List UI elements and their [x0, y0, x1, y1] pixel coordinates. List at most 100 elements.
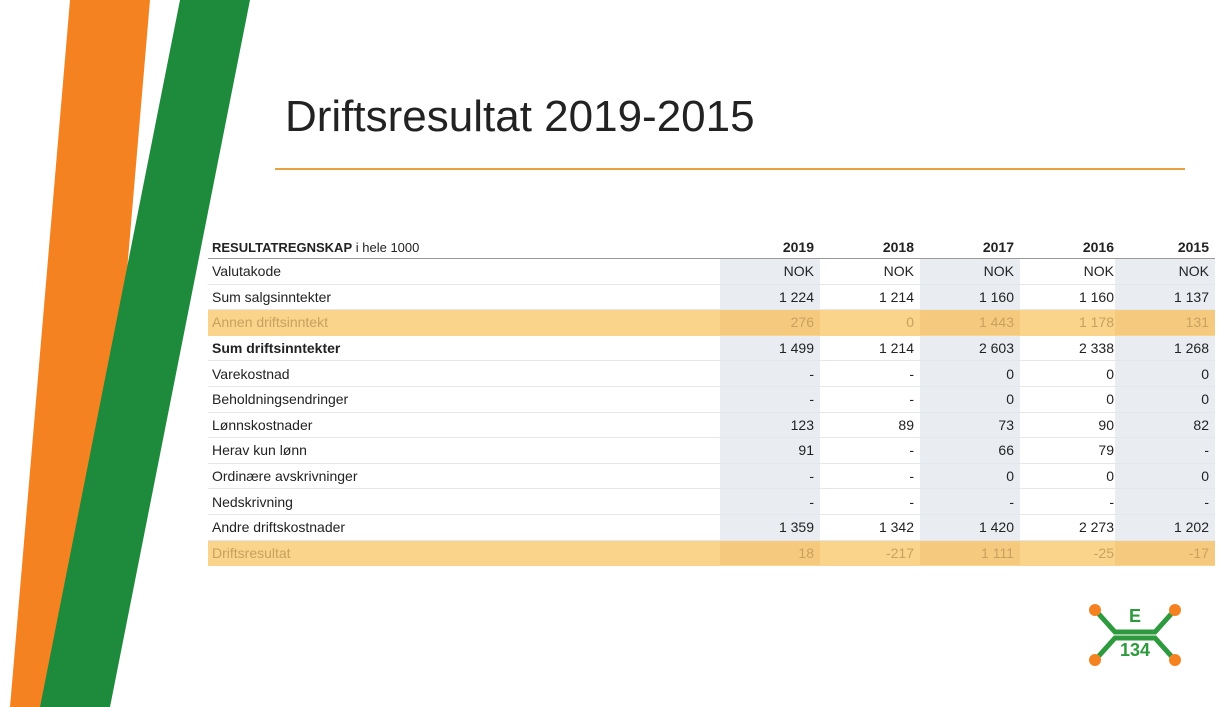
cell-value: NOK — [1083, 263, 1114, 280]
year-header: 2018 — [882, 239, 914, 255]
cell-value: 1 178 — [1078, 314, 1114, 331]
title: Driftsresultat 2019-2015 — [285, 92, 755, 141]
cell-value: 0 — [920, 386, 1020, 412]
cell-value: 0 — [1106, 468, 1114, 485]
table-row: Beholdningsendringer - -0 0 0 — [208, 386, 1215, 413]
cell-value: 0 — [1115, 361, 1215, 386]
cell-value: 2 338 — [1078, 340, 1114, 357]
cell-value: 82 — [1115, 412, 1215, 438]
cell-value: 1 160 — [1078, 288, 1114, 305]
cell-value: - — [1109, 493, 1114, 510]
cell-value: 0 — [920, 463, 1020, 489]
row-label: Nedskrivning — [212, 493, 293, 510]
row-label: Beholdningsendringer — [212, 391, 349, 408]
cell-value: 0 — [1106, 365, 1114, 382]
logo: E 134 — [1089, 604, 1181, 666]
cell-value: 0 — [1115, 463, 1215, 489]
cell-value: - — [720, 361, 820, 386]
row-label: Sum driftsinntekter — [212, 340, 341, 357]
table: RESULTATREGNSKAP i hele 1000 2019 2018 2017… — [208, 236, 1215, 567]
cell-value: 1 499 — [720, 335, 820, 361]
table-row: Driftsresultat 18 -217 1 111 -25 -17 — [208, 540, 1215, 567]
cell-value: - — [909, 391, 914, 408]
cell-value: - — [909, 493, 914, 510]
table-row: Annen driftsinntekt 276 0 1 443 1 178 131 — [208, 310, 1215, 336]
table-row: Andre driftskostnader 1 359 1 342 1 420 2 27… — [208, 514, 1215, 541]
stripes — [10, 0, 250, 707]
logo-number: 134 — [1120, 640, 1150, 660]
year-header: 2017 — [982, 239, 1014, 255]
cell-value: 2 273 — [1078, 519, 1114, 536]
table-row: Herav kun lønn 91-66 79- — [208, 438, 1215, 464]
cell-value: 0 — [920, 361, 1020, 386]
cell-value: 1 214 — [878, 340, 914, 357]
cell-value: - — [909, 365, 914, 382]
cell-value: 0 — [1106, 391, 1114, 408]
table-row: Sum salgsinntekter 1 224 1 214 1 160 1 160 1 … — [208, 284, 1215, 311]
cell-value: -217 — [885, 544, 914, 561]
cell-value: 66 — [920, 438, 1020, 463]
table-row: Ordinære avskrivninger - -0 0 0 — [208, 463, 1215, 490]
cell-value: 1 202 — [1115, 514, 1215, 540]
table-row: Varekostnad - -0 0 0 — [208, 361, 1215, 387]
row-label: Herav kun lønn — [212, 442, 307, 459]
cell-value: 1 224 — [720, 284, 820, 310]
cell-value: 1 443 — [920, 310, 1020, 335]
cell-value: 1 359 — [720, 514, 820, 540]
cell-value: - — [1115, 438, 1215, 463]
cell-value: - — [1115, 489, 1215, 514]
header-label: RESULTATREGNSKAP i hele 1000 — [212, 236, 419, 258]
row-label: Andre driftskostnader — [212, 519, 346, 536]
cell-value: -17 — [1115, 540, 1215, 566]
year-header: 2016 — [1082, 239, 1114, 255]
cell-value: 1 268 — [1115, 335, 1215, 361]
cell-value: 2 603 — [920, 335, 1020, 361]
cell-value: NOK — [720, 259, 820, 284]
cell-value: - — [720, 489, 820, 514]
cell-value: - — [909, 442, 914, 459]
row-label: Valutakode — [212, 263, 282, 280]
header-unit: i hele 1000 — [355, 239, 420, 255]
table-row: Lønnskostnader 123 89 73 90 82 — [208, 412, 1215, 439]
cell-value: 123 — [720, 412, 820, 438]
cell-value: 0 — [906, 314, 914, 331]
cell-value: - — [909, 468, 914, 485]
logo-letter: E — [1129, 606, 1141, 626]
cell-value: -25 — [1093, 544, 1114, 561]
cell-value: 131 — [1115, 310, 1215, 335]
header-title: RESULTATREGNSKAP — [212, 239, 353, 255]
year-header: 2015 — [1177, 239, 1209, 255]
header-row: RESULTATREGNSKAP i hele 1000 2019 2018 2017… — [208, 236, 1215, 259]
cell-value: 90 — [1098, 416, 1114, 433]
table-row: Sum driftsinntekter 1 499 1 214 2 603 2 338 1… — [208, 335, 1215, 362]
cell-value: - — [920, 489, 1020, 514]
cell-value: 1 111 — [920, 540, 1020, 566]
year-header: 2019 — [782, 239, 814, 255]
cell-value: 1 420 — [920, 514, 1020, 540]
row-label: Annen driftsinntekt — [212, 314, 328, 331]
row-label: Lønnskostnader — [212, 416, 313, 433]
cell-value: 0 — [1115, 386, 1215, 412]
table-row: Valutakode NOK NOK NOK NOK NOK — [208, 259, 1215, 285]
cell-value: 1 342 — [878, 519, 914, 536]
cell-value: 91 — [720, 438, 820, 463]
cell-value: 73 — [920, 412, 1020, 438]
row-label: Varekostnad — [212, 365, 290, 382]
table-row: Nedskrivning - - - - - — [208, 489, 1215, 515]
cell-value: - — [720, 386, 820, 412]
cell-value: NOK — [920, 259, 1020, 284]
row-label: Sum salgsinntekter — [212, 288, 332, 305]
cell-value: 89 — [898, 416, 914, 433]
cell-value: 276 — [720, 310, 820, 335]
cell-value: NOK — [1115, 259, 1215, 284]
cell-value: - — [720, 463, 820, 489]
cell-value: 18 — [720, 540, 820, 566]
title-rule — [275, 168, 1185, 170]
row-label: Ordinære avskrivninger — [212, 468, 358, 485]
cell-value: NOK — [883, 263, 914, 280]
cell-value: 1 160 — [920, 284, 1020, 310]
cell-value: 1 214 — [878, 288, 914, 305]
cell-value: 1 137 — [1115, 284, 1215, 310]
row-label: Driftsresultat — [212, 544, 291, 561]
